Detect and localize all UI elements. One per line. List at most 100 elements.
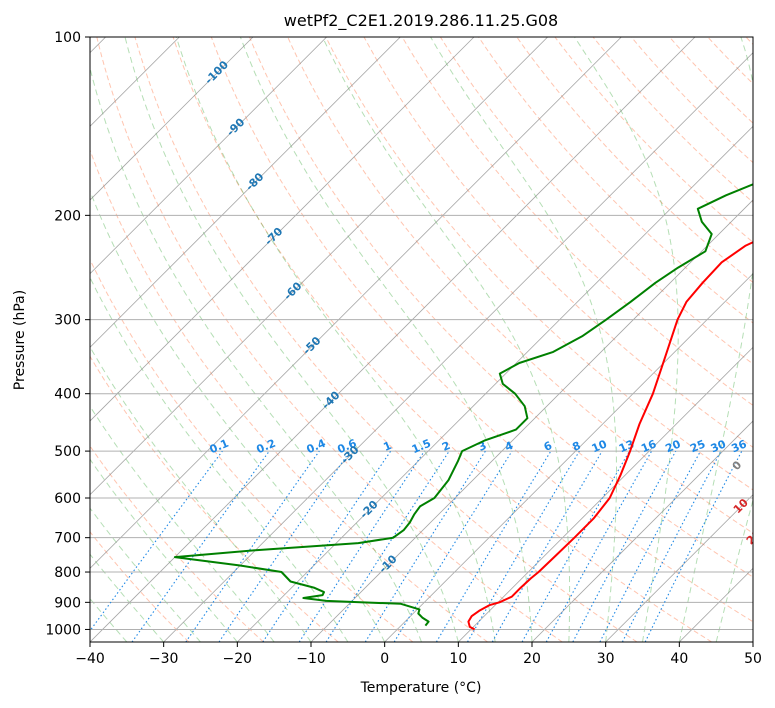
x-tick-label: 40 [670, 651, 688, 667]
isotherm [163, 52, 753, 642]
moist-adiabat [90, 405, 275, 642]
mixing-ratio-label: 10 [590, 437, 609, 455]
moist-adiabat [90, 276, 349, 642]
mixing-ratio-line [491, 450, 603, 642]
moist-adiabat [90, 458, 238, 642]
temperature-line [467, 241, 753, 631]
mixing-ratio-line [325, 450, 450, 642]
dry-adiabat [401, 37, 753, 406]
mixing-ratio-label: 0.1 [208, 437, 231, 457]
dry-adiabat [325, 37, 753, 491]
moist-adiabat [90, 189, 386, 642]
isotherm [90, 37, 622, 569]
x-tick-label: −40 [75, 651, 105, 667]
mixing-ratio-label: 4 [503, 439, 515, 454]
dry-adiabat [90, 258, 414, 642]
isotherm [384, 273, 753, 642]
isotherm [90, 37, 401, 348]
mixing-ratio-line [467, 450, 580, 642]
mixing-ratio-label: 30 [709, 437, 728, 455]
mixing-ratio-line [262, 450, 392, 642]
moist-adiabat [90, 507, 201, 642]
mixing-ratio-label: 13 [617, 437, 636, 455]
mixing-ratio-line [185, 450, 320, 642]
dry-adiabat [439, 37, 753, 365]
y-tick-label: 800 [54, 565, 81, 581]
x-tick-label: 50 [744, 651, 762, 667]
y-tick-label: 900 [54, 595, 81, 611]
mixing-ratio-line [599, 450, 701, 642]
mixing-ratio-line [364, 450, 486, 642]
mixing-ratio-label: 6 [542, 439, 554, 454]
x-tick-label: 10 [449, 651, 467, 667]
mixing-ratio-label: 20 [663, 437, 682, 455]
line-labels: 0.1 0.2 0.4 0.6 1 1.5 2 3 4 6 8 10 13 16 20 25 30 36-100-… [202, 58, 753, 576]
x-axis: −40 −30 −20 −10 0 10 20 30 40 50 [75, 642, 762, 667]
isotherm [237, 125, 753, 642]
isotherm [90, 37, 475, 422]
mixing-ratio-label: 1.5 [410, 437, 433, 457]
moist-adiabat-label: 0 [730, 458, 745, 473]
y-tick-label: 200 [54, 208, 81, 224]
isotherm-label: -20 [357, 498, 380, 521]
chart-title: wetPf2_C2E1.2019.286.11.25.G08 [284, 11, 558, 31]
dry-adiabat [669, 37, 753, 124]
mixing-ratio-line [131, 450, 270, 642]
dewpoint-line [173, 183, 753, 627]
mixing-ratio-line [435, 450, 552, 642]
moist-adiabat [175, 37, 496, 642]
dry-adiabat [363, 37, 753, 448]
isotherm [458, 346, 753, 642]
y-tick-label: 1000 [45, 622, 81, 638]
dry-adiabat [478, 37, 753, 324]
isotherm-label: -40 [319, 388, 342, 411]
x-tick-label: 30 [597, 651, 615, 667]
mixing-ratio-line [521, 450, 630, 642]
y-axis: 100 200 300 400 500 600 700 800 900 1000 [45, 30, 90, 638]
x-axis-label: Temperature (°C) [360, 680, 482, 696]
moist-adiabat [90, 553, 165, 642]
dry-adiabat [592, 37, 753, 203]
mixing-ratio-label: 25 [688, 437, 707, 455]
dry-adiabat [745, 37, 753, 46]
x-tick-label: −10 [296, 651, 326, 667]
isotherm-label: -80 [243, 170, 266, 193]
isotherm [531, 420, 753, 642]
y-tick-label: 700 [54, 531, 81, 547]
mixing-ratio-line [572, 450, 677, 642]
isotherm [90, 37, 696, 642]
mixing-ratio-line [218, 450, 351, 642]
moist-adiabat [90, 65, 422, 642]
profile-series [173, 183, 753, 631]
moist-adiabat-label: 10 [731, 496, 751, 516]
y-tick-label: 100 [54, 30, 81, 46]
dry-adiabat [90, 531, 190, 642]
moist-adiabat [574, 37, 679, 642]
y-tick-label: 600 [54, 491, 81, 507]
mixing-ratio-line [545, 450, 653, 642]
y-tick-label: 500 [54, 444, 81, 460]
moist-adiabat [90, 345, 312, 642]
dry-adiabat [96, 37, 563, 642]
dry-adiabat [210, 37, 753, 623]
y-axis-label: Pressure (hPa) [12, 290, 28, 390]
moist-adiabat [430, 37, 617, 642]
isotherm [90, 37, 327, 275]
dry-adiabat [172, 37, 712, 642]
plot-frame [89, 36, 754, 643]
x-tick-label: −30 [149, 651, 179, 667]
moist-adiabat [322, 37, 571, 642]
isotherm-label: -100 [202, 58, 231, 87]
isotherm [310, 199, 753, 642]
isotherm-label: -90 [224, 115, 247, 138]
dry-adiabat [90, 148, 488, 642]
isotherm-label: -50 [300, 334, 323, 357]
dry-adiabat [554, 37, 753, 243]
mixing-ratio-line [621, 450, 722, 642]
dry-adiabat [516, 37, 753, 284]
mixing-ratio-line [90, 450, 223, 632]
y-tick-label: 400 [54, 387, 81, 403]
moist-adiabat [124, 37, 459, 642]
x-tick-label: 0 [380, 651, 389, 667]
